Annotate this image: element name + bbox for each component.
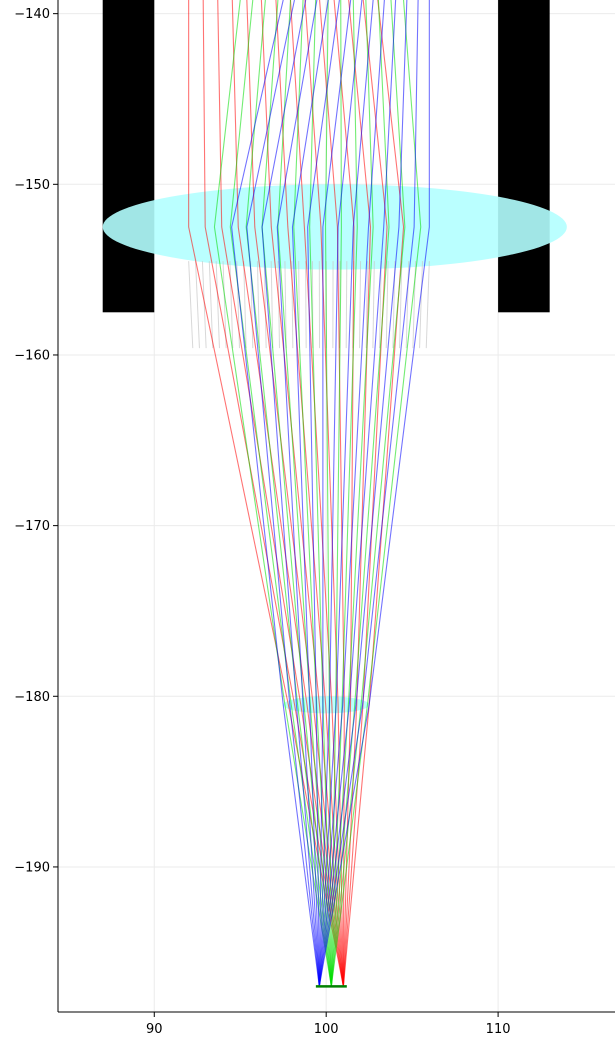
x-axis-ticks: 90 100 110	[146, 1012, 511, 1037]
stray-ray	[399, 261, 403, 349]
ray	[246, 0, 344, 987]
x-tick-label: 110	[486, 1022, 511, 1037]
y-tick-label: −170	[14, 519, 50, 534]
lens	[102, 184, 567, 270]
ray	[342, 0, 405, 987]
ray	[330, 0, 342, 987]
y-tick-label: −180	[14, 690, 50, 705]
stray-ray	[229, 261, 234, 349]
ray	[330, 0, 390, 987]
ray	[318, 0, 352, 987]
ray	[276, 0, 320, 987]
ray	[188, 0, 344, 987]
stray-ray	[270, 261, 274, 349]
aperture-blocks	[102, 0, 550, 313]
y-tick-label: −190	[14, 860, 50, 875]
ray	[318, 0, 374, 987]
stray-ray	[419, 261, 423, 349]
axes	[57, 0, 615, 1013]
ray	[324, 0, 332, 987]
stray-ray	[385, 261, 389, 349]
ray	[330, 0, 422, 987]
ray	[231, 0, 344, 987]
stray-ray	[201, 261, 207, 349]
ray	[291, 0, 329, 987]
stray-ray	[215, 261, 220, 349]
y-tick-label: −160	[14, 348, 50, 363]
stray-ray	[284, 261, 287, 349]
ray	[318, 0, 385, 987]
y-axis-ticks: −140 −150 −160 −170 −180 −190	[14, 7, 58, 875]
stray-ray	[379, 261, 382, 349]
aperture-block	[498, 0, 550, 313]
ray	[246, 0, 320, 987]
stray-ray	[188, 261, 194, 349]
stray-ray	[359, 261, 362, 349]
ray-bundles	[188, 0, 430, 987]
y-tick-label: −150	[14, 178, 50, 193]
stray-ray	[243, 261, 247, 349]
stray-ray	[195, 261, 200, 349]
stray-ray	[405, 261, 410, 349]
x-tick-label: 100	[314, 1022, 339, 1037]
ray	[333, 0, 355, 987]
stray-ray	[208, 261, 214, 349]
stray-ray	[256, 261, 260, 349]
stray-ray	[305, 261, 307, 349]
x-tick-label: 90	[146, 1022, 163, 1037]
ray	[330, 0, 406, 987]
stray-ray	[365, 261, 368, 349]
stray-ray	[263, 261, 267, 349]
stray-ray	[372, 261, 375, 349]
ray	[318, 0, 363, 987]
lens-shapes	[102, 184, 567, 714]
aperture-block	[102, 0, 155, 313]
ray	[342, 0, 388, 987]
ray	[342, 0, 372, 987]
ray	[318, 0, 419, 987]
ray	[261, 0, 320, 987]
ray	[318, 0, 397, 987]
stray-ray	[345, 261, 348, 349]
ray	[330, 0, 358, 987]
stray-ray	[425, 261, 430, 349]
ray	[318, 0, 430, 987]
ray	[330, 0, 374, 987]
ray	[231, 0, 320, 987]
ray	[307, 0, 340, 987]
ray	[318, 0, 408, 987]
y-tick-label: −140	[14, 7, 50, 22]
